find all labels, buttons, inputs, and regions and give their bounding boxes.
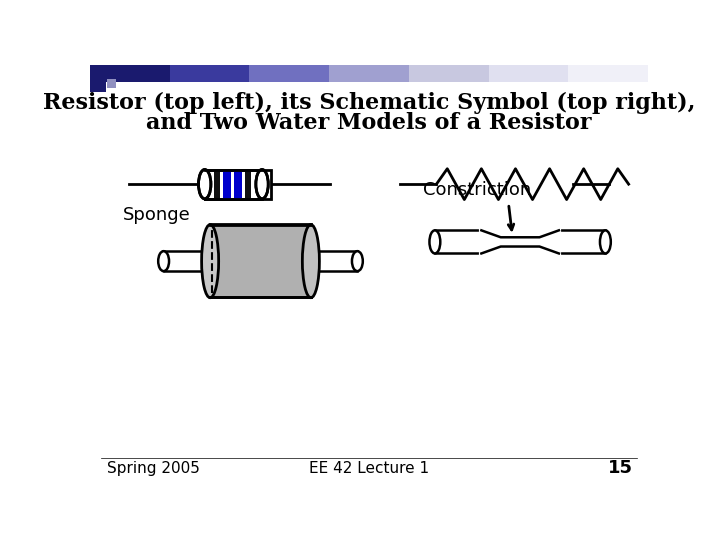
Bar	[234, 170, 242, 199]
Bar	[329, 65, 410, 82]
Bar	[249, 65, 330, 82]
Polygon shape	[482, 231, 559, 253]
Bar	[90, 65, 171, 82]
Bar	[163, 251, 214, 271]
Ellipse shape	[225, 170, 230, 199]
Ellipse shape	[600, 231, 611, 253]
Bar	[568, 65, 649, 82]
Bar	[90, 76, 106, 92]
Text: Sponge: Sponge	[122, 206, 190, 224]
Text: Constriction: Constriction	[423, 180, 531, 199]
Ellipse shape	[352, 251, 363, 271]
Text: and Two Water Models of a Resistor: and Two Water Models of a Resistor	[146, 112, 592, 133]
Ellipse shape	[209, 251, 220, 271]
Ellipse shape	[158, 251, 169, 271]
Bar	[223, 170, 231, 199]
Ellipse shape	[202, 225, 219, 298]
Bar	[435, 231, 482, 253]
Ellipse shape	[215, 170, 219, 199]
Bar	[307, 251, 357, 271]
Text: Resistor (top left), its Schematic Symbol (top right),: Resistor (top left), its Schematic Symbo…	[42, 92, 696, 114]
Ellipse shape	[246, 170, 250, 199]
Ellipse shape	[235, 170, 240, 199]
Text: 15: 15	[608, 460, 632, 477]
Bar	[170, 65, 251, 82]
Bar	[204, 170, 271, 199]
Ellipse shape	[429, 231, 441, 253]
Bar	[210, 224, 311, 298]
Bar	[409, 65, 490, 82]
Text: Spring 2005: Spring 2005	[107, 461, 200, 476]
Bar	[214, 170, 220, 199]
Bar	[489, 65, 569, 82]
Ellipse shape	[302, 225, 320, 298]
Text: EE 42 Lecture 1: EE 42 Lecture 1	[309, 461, 429, 476]
Bar	[559, 231, 606, 253]
Bar	[107, 79, 117, 88]
Bar	[245, 170, 251, 199]
Ellipse shape	[256, 170, 269, 199]
Ellipse shape	[302, 251, 312, 271]
Ellipse shape	[199, 170, 211, 199]
